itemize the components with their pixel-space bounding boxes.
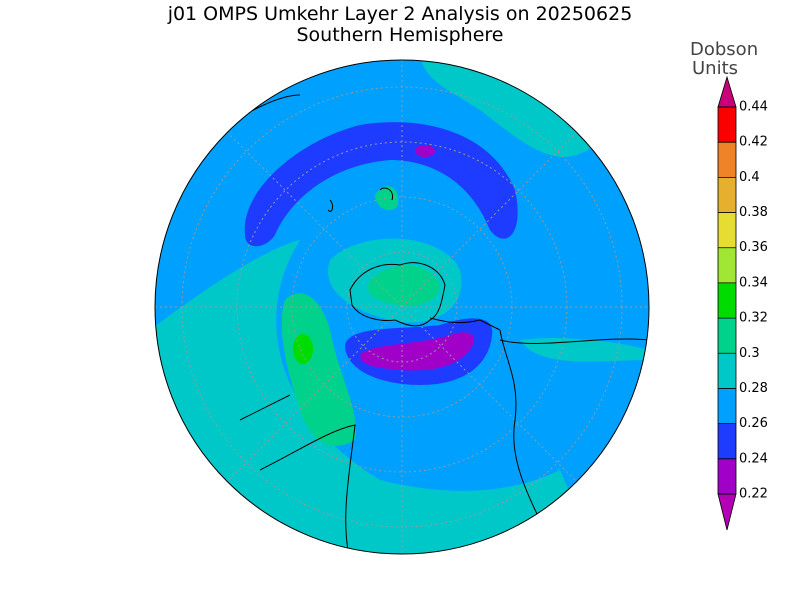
- colorbar-segment: [718, 247, 736, 283]
- low-ozone-core: [360, 332, 474, 371]
- graticule: [155, 60, 649, 554]
- colorbar-tick-label: 0.44: [739, 100, 768, 115]
- green-region: [281, 293, 356, 446]
- colorbar-under: [717, 493, 737, 531]
- colorbar-segment: [718, 107, 736, 143]
- colorbar-segment: [718, 458, 736, 494]
- cyan-region: [155, 240, 600, 554]
- subtitle: Southern Hemisphere: [296, 24, 503, 46]
- colorbar-tick-label: 0.28: [739, 381, 768, 396]
- colorbar-tick-label: 0.34: [739, 275, 768, 290]
- low-ozone-core: [415, 145, 435, 157]
- colorbar-tick-label: 0.4: [739, 170, 760, 185]
- colorbar-tick-label: 0.32: [739, 311, 768, 326]
- unit-label: Dobson: [690, 39, 758, 60]
- colorbar-segment: [718, 282, 736, 319]
- colorbar-segment: [718, 142, 736, 178]
- green-region: [368, 265, 440, 306]
- green-region: [375, 186, 399, 211]
- colorbar-tick-label: 0.24: [739, 451, 768, 466]
- title: j01 OMPS Umkehr Layer 2 Analysis on 2025…: [167, 3, 633, 25]
- colorbar-tick-label: 0.26: [739, 416, 768, 431]
- colorbar-segment: [718, 388, 736, 424]
- colorbar-tick-label: 0.3: [739, 346, 760, 361]
- unit-label: Units: [692, 58, 738, 79]
- colorbar-segment: [718, 177, 736, 213]
- colorbar-tick-label: 0.38: [739, 205, 768, 220]
- colorbar-tick-label: 0.42: [739, 135, 768, 150]
- colorbar-over: [717, 75, 737, 108]
- colorbar-segment: [718, 212, 736, 248]
- colorbar-tick-label: 0.22: [739, 487, 768, 502]
- cyan-region: [420, 60, 600, 157]
- green-spot: [293, 334, 313, 364]
- colorbar-segment: [718, 318, 736, 354]
- colorbar-segment: [718, 423, 736, 459]
- map: [155, 60, 649, 554]
- cyan-region: [520, 338, 649, 362]
- colorbar-segment: [718, 353, 736, 389]
- map-border: [154, 59, 650, 555]
- low-ozone-band: [244, 122, 518, 247]
- colorbar-tick-label: 0.36: [739, 240, 768, 255]
- colorbar: 0.22 0.24 0.26 0.28 0.3 0.32 0.34 0.36 0.38 0.4 0.…: [717, 75, 768, 531]
